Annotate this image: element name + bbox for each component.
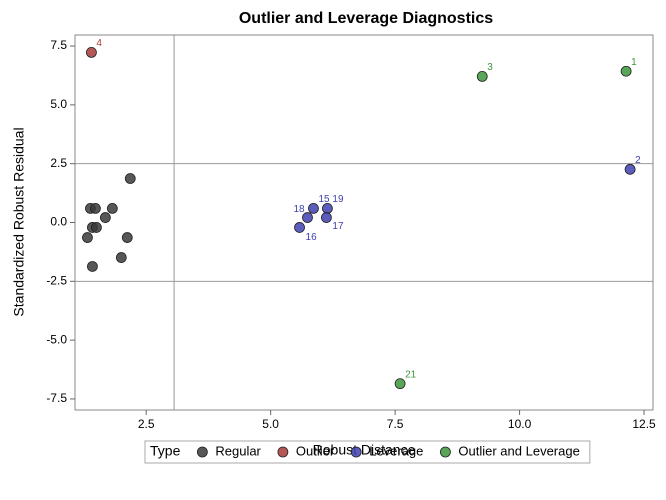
- x-tick-label: 12.5: [632, 417, 656, 431]
- legend-label: Leverage: [369, 443, 423, 458]
- legend-marker: [350, 446, 362, 458]
- point: [302, 212, 313, 223]
- point: [321, 212, 332, 223]
- x-tick-label: 5.0: [262, 417, 279, 431]
- x-tick-label: 7.5: [387, 417, 404, 431]
- y-tick-label: -7.5: [46, 391, 67, 405]
- point-label: 4: [96, 38, 102, 49]
- point: [124, 173, 136, 184]
- point-label: 19: [332, 194, 344, 205]
- point: [308, 202, 319, 214]
- x-axis-label: Robust Distance: [313, 442, 416, 458]
- y-tick-label: -5.0: [46, 332, 67, 346]
- point: [322, 202, 333, 214]
- point-label: 2: [635, 155, 641, 166]
- legend-label: Outlier and Leverage: [458, 443, 579, 458]
- legend-box: [144, 440, 591, 464]
- point-label: 18: [293, 204, 305, 215]
- y-tick-label: 0.0: [50, 215, 67, 229]
- point: [106, 202, 118, 214]
- point: [82, 232, 93, 243]
- legend-marker: [440, 446, 451, 458]
- point-label: 1: [631, 57, 637, 68]
- point: [115, 252, 127, 263]
- point: [87, 261, 98, 272]
- x-tick-label: 10.0: [508, 417, 532, 431]
- point: [476, 71, 488, 82]
- x-tick-label: 2.5: [138, 417, 155, 431]
- y-tick-label: -2.5: [46, 273, 67, 287]
- point-label: 3: [487, 62, 493, 73]
- chart-title: Outlier and Leverage Diagnostics: [239, 10, 493, 27]
- legend-label: Outlier: [296, 443, 335, 458]
- legend-marker: [277, 446, 289, 458]
- point: [294, 222, 305, 233]
- point: [91, 222, 102, 233]
- point-label: 17: [332, 221, 344, 232]
- point: [620, 65, 632, 77]
- legend-marker: [196, 446, 208, 458]
- point-label: 15: [318, 194, 330, 205]
- legend-title: Type: [150, 443, 181, 459]
- y-tick-label: 5.0: [50, 97, 67, 111]
- point-label: 21: [405, 369, 417, 380]
- point: [99, 212, 111, 223]
- point: [394, 378, 406, 390]
- y-tick-label: 7.5: [50, 38, 67, 52]
- point: [90, 202, 101, 214]
- y-tick-label: 2.5: [50, 156, 67, 170]
- y-axis-label: Standardized Robust Residual: [11, 127, 27, 316]
- point: [86, 47, 97, 58]
- point: [121, 232, 133, 243]
- point: [624, 163, 636, 175]
- legend-label: Regular: [215, 443, 261, 458]
- point-label: 16: [306, 232, 318, 243]
